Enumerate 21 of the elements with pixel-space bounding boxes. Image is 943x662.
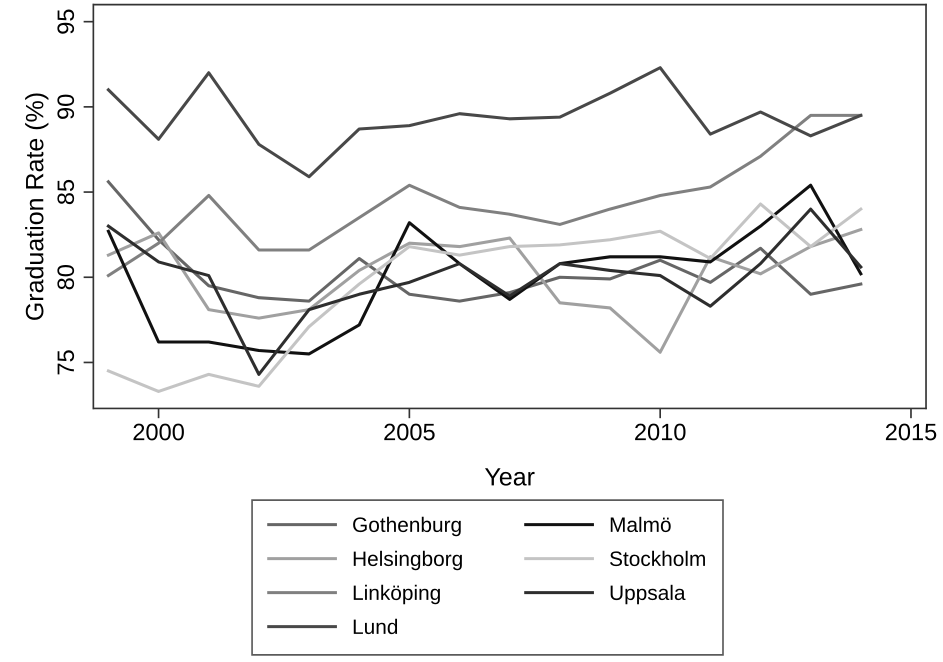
x-tick-label: 2010	[635, 424, 686, 440]
legend-label: Malmö	[610, 516, 671, 532]
line-series	[106, 228, 862, 354]
x-axis-title: Year	[484, 468, 535, 486]
legend-label: Linköping	[354, 584, 440, 604]
x-tick-label: 2000	[133, 424, 184, 440]
line-series	[106, 66, 862, 178]
legend-label: Lund	[354, 618, 398, 634]
x-tick-label: 2005	[384, 424, 435, 440]
y-tick-label: 85	[57, 180, 74, 204]
y-tick-label: 95	[57, 10, 74, 34]
line-series	[106, 114, 862, 278]
y-tick-label: 80	[57, 265, 74, 290]
y-tick-label: 75	[58, 350, 74, 374]
legend-label: Uppsala	[610, 584, 686, 604]
legend-label: Gothenburg	[353, 516, 461, 536]
y-tick-label: 90	[57, 94, 74, 119]
legend-label: Helsingborg	[354, 550, 462, 570]
x-tick-label: 2015	[886, 424, 936, 440]
legend-label: Stockholm	[610, 550, 705, 566]
y-axis-title: Graduation Rate (%)	[25, 93, 48, 320]
